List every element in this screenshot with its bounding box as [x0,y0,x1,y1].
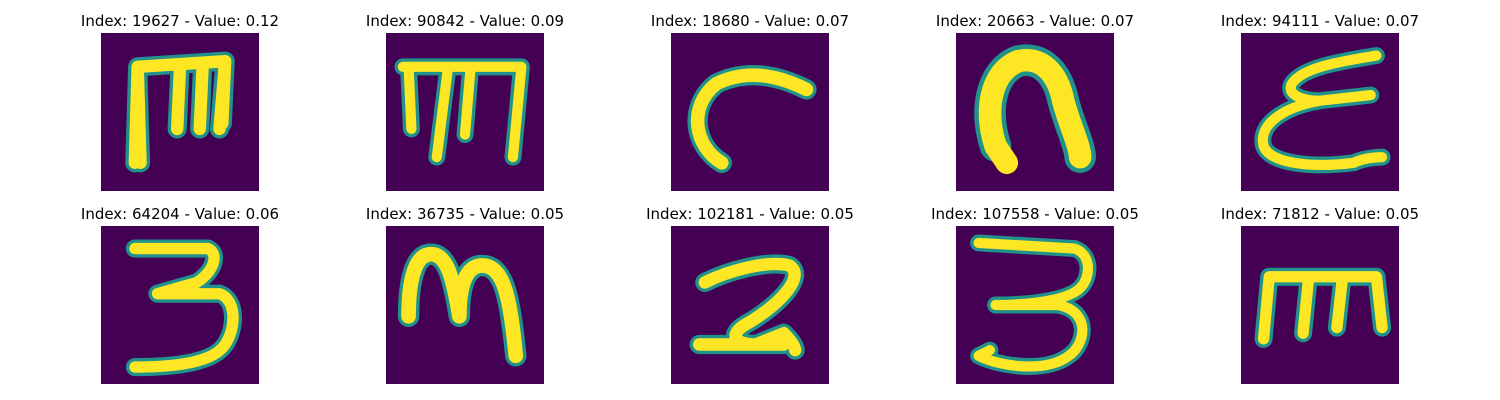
sample-title: Index: 90842 - Value: 0.09 [365,12,565,30]
sample-title: Index: 102181 - Value: 0.05 [646,205,854,223]
sample-cell: Index: 107558 - Value: 0.05 [905,205,1165,384]
sample-cell: Index: 19627 - Value: 0.12 [50,12,310,191]
sample-cell: Index: 36735 - Value: 0.05 [335,205,595,384]
sample-cell: Index: 94111 - Value: 0.07 [1190,12,1450,191]
sample-cell: Index: 71812 - Value: 0.05 [1190,205,1450,384]
sample-cell: Index: 64204 - Value: 0.06 [50,205,310,384]
sample-image [101,226,259,384]
sample-title: Index: 64204 - Value: 0.06 [80,205,280,223]
sample-title: Index: 107558 - Value: 0.05 [931,205,1139,223]
sample-cell: Index: 90842 - Value: 0.09 [335,12,595,191]
sample-image [671,33,829,191]
sample-image [671,226,829,384]
sample-title: Index: 18680 - Value: 0.07 [650,12,850,30]
sample-image [386,33,544,191]
sample-title: Index: 19627 - Value: 0.12 [80,12,280,30]
sample-image [956,33,1114,191]
sample-title: Index: 20663 - Value: 0.07 [935,12,1135,30]
sample-image [956,226,1114,384]
sample-cell: Index: 102181 - Value: 0.05 [620,205,880,384]
sample-title: Index: 36735 - Value: 0.05 [365,205,565,223]
sample-image [1241,226,1399,384]
sample-cell: Index: 20663 - Value: 0.07 [905,12,1165,191]
sample-cell: Index: 18680 - Value: 0.07 [620,12,880,191]
sample-image [101,33,259,191]
sample-title: Index: 71812 - Value: 0.05 [1220,205,1420,223]
sample-image [386,226,544,384]
sample-image [1241,33,1399,191]
sample-title: Index: 94111 - Value: 0.07 [1220,12,1420,30]
